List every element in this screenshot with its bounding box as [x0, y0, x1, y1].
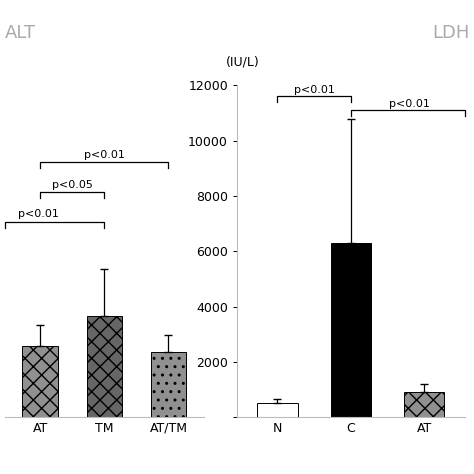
Bar: [87, 317, 122, 417]
Text: LDH: LDH: [432, 24, 469, 42]
Bar: [257, 403, 298, 417]
Text: p<0.01: p<0.01: [84, 150, 125, 160]
Text: (IU/L): (IU/L): [226, 56, 260, 69]
Text: p<0.01: p<0.01: [18, 209, 58, 219]
Text: p<0.05: p<0.05: [52, 180, 92, 190]
Bar: [404, 392, 444, 417]
Bar: [330, 243, 371, 417]
Bar: [151, 352, 186, 417]
Text: p<0.01: p<0.01: [293, 85, 335, 95]
Text: p<0.01: p<0.01: [389, 99, 430, 109]
Text: ALT: ALT: [5, 24, 36, 42]
Bar: [22, 346, 58, 417]
